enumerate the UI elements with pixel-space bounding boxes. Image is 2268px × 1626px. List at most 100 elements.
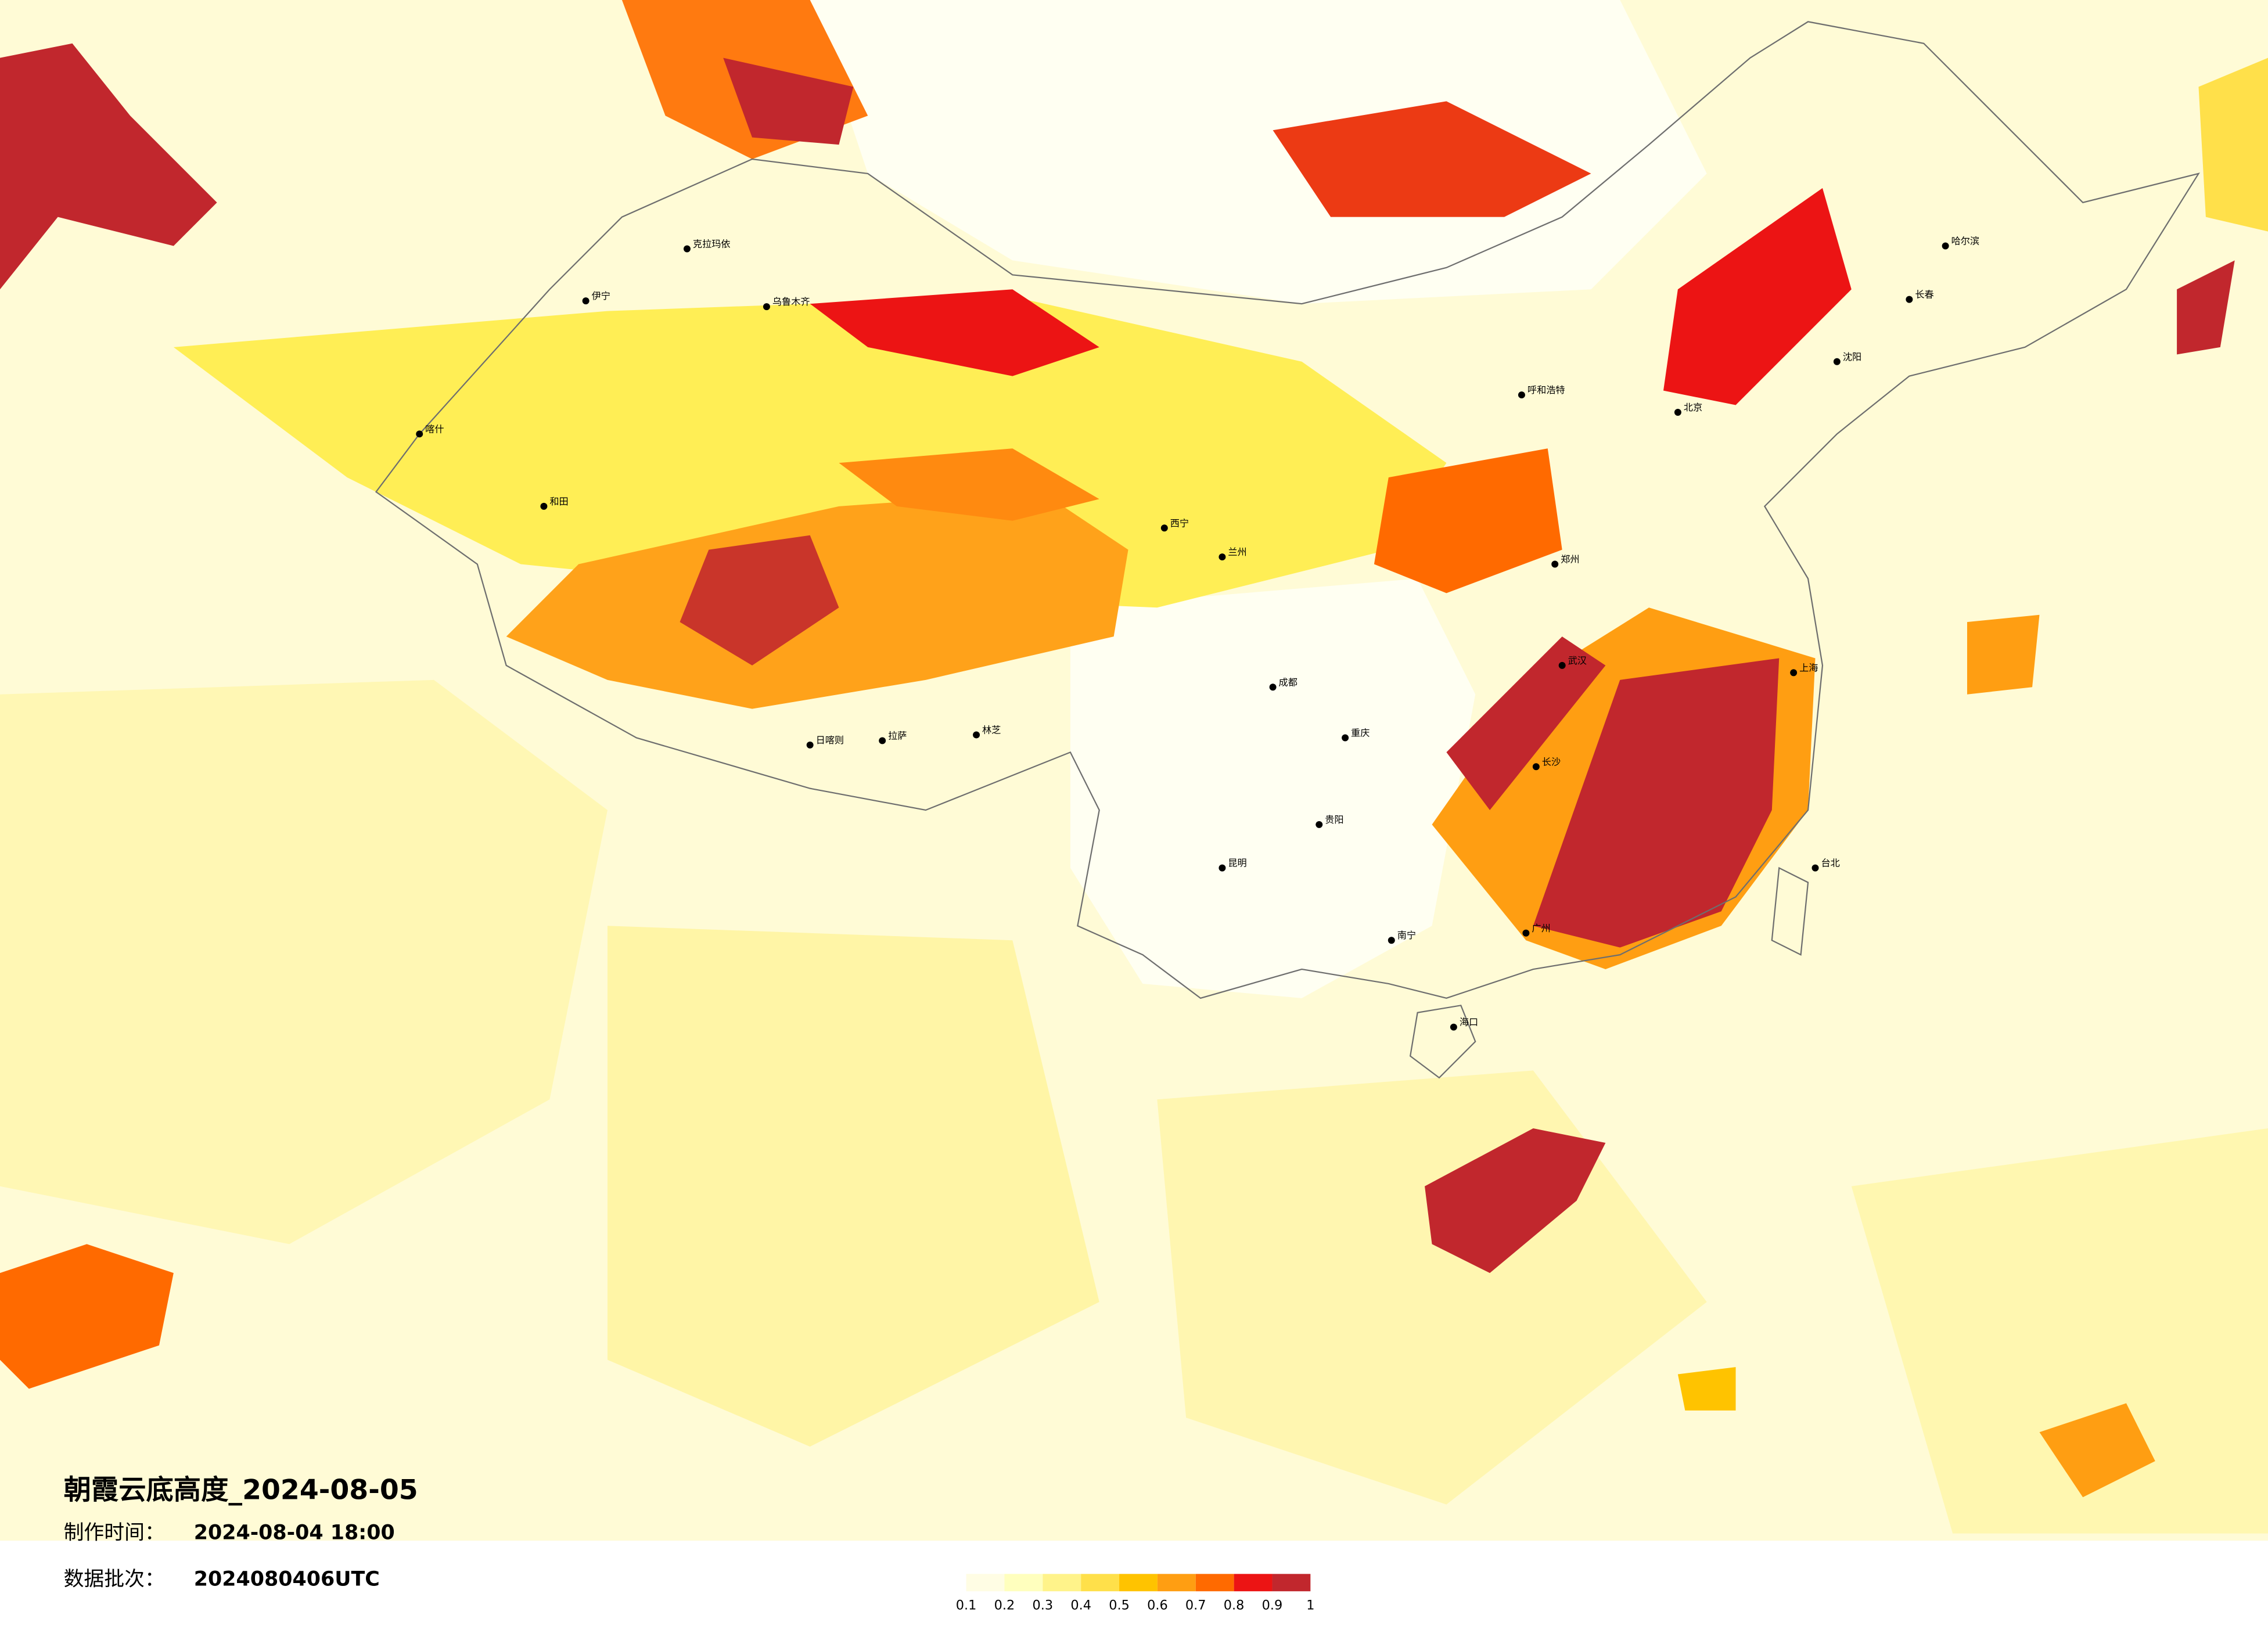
field-area	[0, 1244, 174, 1389]
city-label: 乌鲁木齐	[772, 296, 810, 307]
colorbar-tick-label: 0.4	[1070, 1598, 1091, 1613]
field-area	[1677, 1367, 1736, 1411]
city-label: 和田	[549, 496, 568, 507]
city-dot	[1790, 669, 1798, 677]
field-area	[1425, 1128, 1606, 1274]
field-area	[680, 535, 839, 665]
city-label: 贵阳	[1325, 814, 1343, 825]
colorbar-tick-label: 0.5	[1109, 1598, 1130, 1613]
map-title: 朝霞云底高度_2024-08-05	[64, 1474, 418, 1506]
field-area	[173, 296, 1447, 608]
field-area	[2177, 260, 2235, 355]
made-value: 2024-08-04 18:00	[194, 1521, 395, 1545]
city-label: 昆明	[1228, 858, 1246, 869]
colorbar-box	[1119, 1574, 1158, 1592]
field-area	[723, 57, 854, 145]
city-label: 兰州	[1228, 546, 1246, 557]
city-label: 沈阳	[1843, 351, 1861, 362]
city-label: 西宁	[1170, 517, 1189, 528]
city-label: 北京	[1684, 402, 1702, 413]
field-area	[0, 43, 217, 290]
city-label: 喀什	[425, 423, 444, 434]
city-dot	[1219, 553, 1226, 561]
batch-value: 2024080406UTC	[194, 1567, 380, 1591]
city-label: 日喀则	[816, 735, 844, 746]
field-area	[1851, 1128, 2268, 1534]
colorbar-tick-label: 0.8	[1224, 1598, 1245, 1613]
colorbar: 0.1 0.2 0.3 0.4 0.5 0.6 0.7 0.8 0.9 1	[956, 1574, 1314, 1613]
city-label: 南宁	[1397, 930, 1416, 941]
field-area	[0, 679, 608, 1244]
city-dot	[1811, 864, 1819, 872]
country-border	[375, 21, 2200, 999]
city-label: 伊宁	[592, 290, 610, 301]
field-area	[839, 448, 1099, 521]
city-label: 上海	[1799, 662, 1818, 673]
city-label: 长沙	[1542, 756, 1561, 767]
colorbar-tick-label: 0.6	[1147, 1598, 1168, 1613]
colorbar-tick-label: 0.7	[1185, 1598, 1206, 1613]
city-label: 哈尔滨	[1951, 236, 1980, 247]
colorbar-box	[966, 1574, 1005, 1592]
field-area	[1663, 188, 1852, 405]
city-label: 拉萨	[888, 730, 907, 741]
city-dot	[1833, 358, 1841, 365]
city-dot	[540, 502, 548, 510]
city-label: 海口	[1460, 1017, 1478, 1028]
city-dot	[1522, 929, 1530, 937]
city-dot	[1269, 684, 1277, 691]
city-dot	[1551, 560, 1559, 568]
field-area	[810, 289, 1099, 376]
city-dot	[1160, 524, 1168, 532]
field-area	[1446, 636, 1606, 811]
field-area	[2198, 57, 2268, 232]
field-area	[1070, 578, 1476, 998]
city-dot	[1450, 1023, 1457, 1031]
city-dot	[1388, 937, 1395, 944]
city-dot	[1532, 763, 1540, 771]
city-label: 重庆	[1351, 727, 1370, 738]
city-dot	[1906, 296, 1913, 303]
city-dot	[416, 430, 423, 438]
island-border	[1771, 866, 1809, 956]
city-dot	[806, 741, 814, 749]
colorbar-box	[1234, 1574, 1273, 1592]
city-label: 郑州	[1561, 554, 1579, 565]
colorbar-tick-label: 1	[1306, 1598, 1314, 1613]
field-layer	[0, 0, 2268, 1534]
colorbar-box	[1081, 1574, 1120, 1592]
city-dot	[1942, 242, 1949, 250]
city-label: 林芝	[982, 725, 1001, 736]
city-dot	[683, 245, 691, 253]
colorbar-tick-label: 0.1	[956, 1598, 977, 1613]
city-dot	[1315, 821, 1323, 828]
colorbar-tick-label: 0.9	[1262, 1598, 1283, 1613]
colorbar-tick-label: 0.3	[1033, 1598, 1054, 1613]
colorbar-box	[1043, 1574, 1081, 1592]
field-area	[1374, 448, 1562, 593]
colorbar-box	[1157, 1574, 1196, 1592]
city-dot	[1219, 864, 1226, 872]
colorbar-box	[1004, 1574, 1043, 1592]
city-dot	[973, 731, 980, 739]
city-label: 武汉	[1568, 655, 1587, 666]
city-dot	[1674, 408, 1681, 416]
city-label: 长春	[1915, 289, 1933, 300]
city-label: 广州	[1532, 923, 1550, 934]
city-dot	[879, 737, 886, 744]
field-area	[607, 926, 1099, 1447]
batch-label: 数据批次：	[64, 1567, 165, 1591]
city-dot	[1342, 734, 1349, 742]
city-label: 克拉玛依	[693, 238, 731, 249]
field-area	[810, 0, 1707, 304]
made-label: 制作时间：	[64, 1521, 165, 1545]
field-area	[1273, 101, 1591, 217]
city-dot	[763, 303, 770, 311]
city-dot	[1518, 391, 1525, 399]
field-area	[1967, 614, 2040, 695]
city-label: 台北	[1821, 858, 1839, 869]
city-dot	[582, 297, 590, 305]
